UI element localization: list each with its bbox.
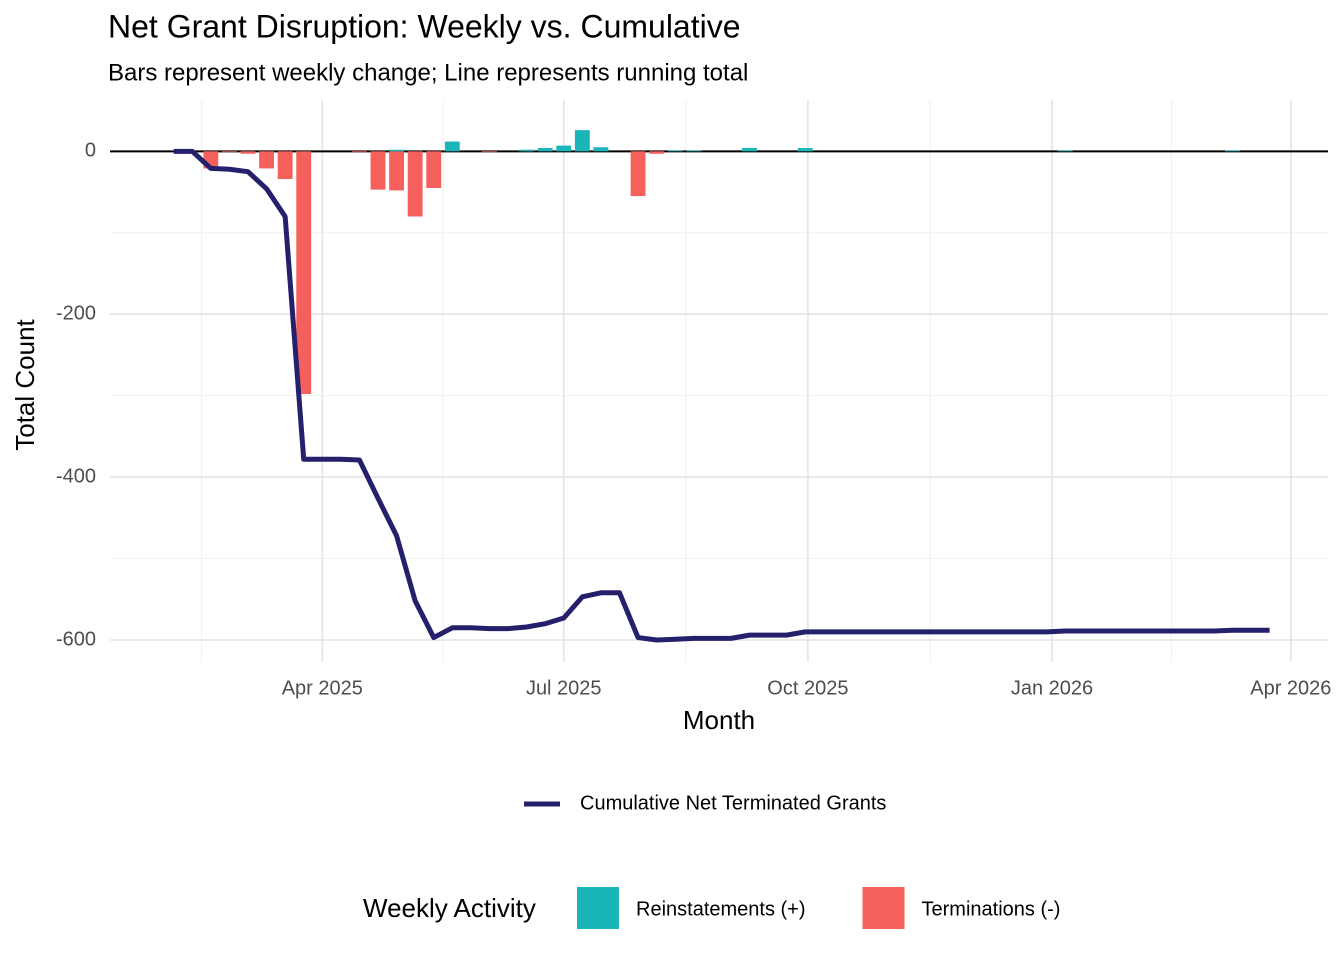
legend-label: Cumulative Net Terminated Grants bbox=[580, 792, 886, 814]
bar bbox=[1057, 150, 1073, 152]
bar bbox=[296, 151, 312, 395]
legend: Reinstatements (+) Terminations (-) Cumula… bbox=[524, 792, 1060, 929]
bar bbox=[537, 148, 553, 152]
bar bbox=[407, 151, 423, 217]
bar bbox=[1225, 150, 1240, 152]
bar bbox=[221, 151, 237, 153]
bar bbox=[444, 141, 460, 152]
bar bbox=[742, 148, 757, 152]
y-tick-label: 0 bbox=[85, 140, 96, 162]
x-tick-label: Oct 2025 bbox=[767, 677, 848, 699]
bar bbox=[593, 147, 609, 152]
bar bbox=[240, 151, 256, 154]
bar bbox=[519, 149, 535, 152]
bar bbox=[797, 148, 813, 152]
bar bbox=[686, 150, 702, 152]
bar bbox=[389, 151, 405, 191]
bar bbox=[259, 151, 274, 169]
legend-title: Weekly Activity bbox=[363, 893, 536, 923]
x-axis-title: Month bbox=[683, 705, 755, 735]
y-tick-label: -200 bbox=[56, 302, 96, 324]
y-axis-title: Total Count bbox=[10, 318, 40, 450]
y-tick-label: -400 bbox=[56, 465, 96, 487]
bar bbox=[426, 151, 442, 188]
legend-key bbox=[577, 887, 619, 929]
x-tick-label: Apr 2025 bbox=[282, 677, 363, 699]
grid: -600 -400 -200 0 Apr 2025 Jul 2025 Oct 2025 Jan… bbox=[56, 100, 1331, 699]
y-tick-label: -600 bbox=[56, 628, 96, 650]
chart-title: Net Grant Disruption: Weekly vs. Cumulat… bbox=[108, 8, 741, 44]
bar bbox=[370, 151, 386, 190]
legend-label: Terminations (-) bbox=[922, 898, 1061, 920]
bar bbox=[277, 151, 293, 180]
x-tick-label: Jan 2026 bbox=[1011, 677, 1093, 699]
bar bbox=[630, 151, 646, 197]
bar bbox=[389, 149, 405, 152]
bar bbox=[667, 150, 683, 152]
plot bbox=[173, 130, 1270, 643]
legend-label: Reinstatements (+) bbox=[636, 898, 806, 920]
x-tick-label: Apr 2026 bbox=[1250, 677, 1331, 699]
line bbox=[173, 148, 1270, 643]
chart-subtitle: Bars represent weekly change; Line repre… bbox=[108, 59, 748, 86]
bar bbox=[649, 151, 665, 154]
legend-key bbox=[862, 887, 905, 929]
bar bbox=[574, 130, 590, 152]
bar bbox=[556, 145, 572, 152]
bar bbox=[482, 151, 497, 153]
bar bbox=[352, 151, 367, 153]
x-tick-label: Jul 2025 bbox=[526, 677, 602, 699]
